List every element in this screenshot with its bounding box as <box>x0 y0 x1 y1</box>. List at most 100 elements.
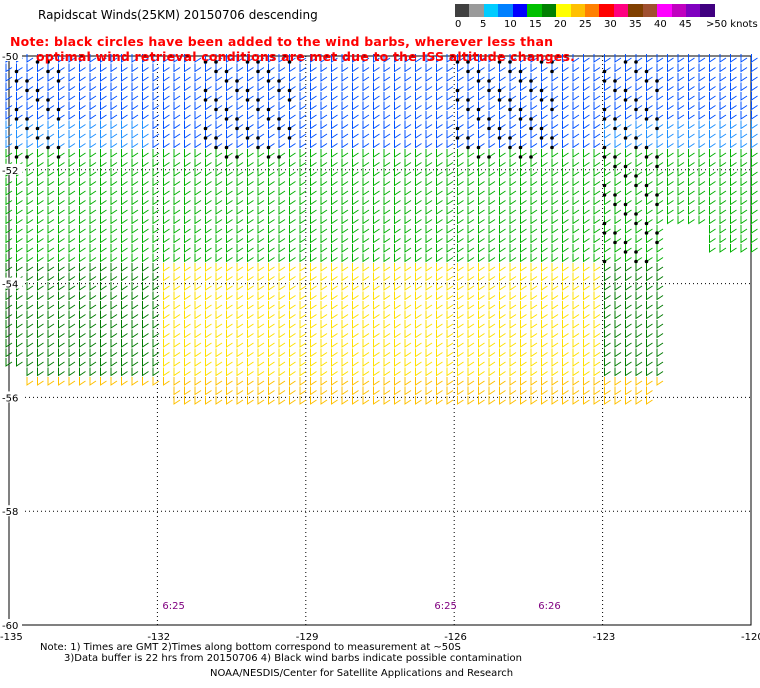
wind-barb <box>529 120 538 131</box>
wind-barb <box>26 301 34 310</box>
contamination-dot <box>539 136 544 140</box>
contamination-dot <box>35 88 40 93</box>
wind-barb <box>509 263 517 272</box>
wind-barb <box>163 244 170 253</box>
wind-barb <box>236 168 244 177</box>
contamination-dot <box>245 136 250 140</box>
wind-barb <box>509 348 517 358</box>
wind-barb <box>173 386 181 396</box>
wind-barb <box>476 73 485 83</box>
wind-barb <box>257 339 265 348</box>
wind-barb <box>614 168 622 177</box>
wind-barb <box>520 263 527 272</box>
wind-barb <box>152 301 160 310</box>
wind-barb <box>562 272 569 282</box>
wind-barb <box>341 310 349 320</box>
wind-barb <box>257 120 265 130</box>
wind-barb <box>37 301 44 310</box>
wind-barb <box>602 225 611 235</box>
wind-barb <box>194 358 202 367</box>
wind-barb <box>289 63 296 73</box>
wind-barb <box>499 253 506 263</box>
wind-barb <box>26 244 34 253</box>
wind-barb <box>257 244 265 253</box>
wind-barb <box>256 130 265 140</box>
wind-barb <box>257 301 265 310</box>
wind-barb <box>572 82 580 92</box>
wind-barb <box>656 54 664 63</box>
wind-barb <box>634 130 643 140</box>
wind-barb <box>709 225 716 234</box>
wind-barb <box>740 73 748 82</box>
wind-barb <box>520 158 527 168</box>
wind-barb <box>751 139 758 149</box>
wind-barb <box>142 320 149 329</box>
wind-barb <box>593 177 601 187</box>
wind-barb <box>646 339 653 348</box>
wind-barb <box>310 320 317 329</box>
wind-barb <box>488 206 496 215</box>
wind-barb <box>16 310 23 320</box>
wind-barb <box>226 291 233 301</box>
wind-barb <box>299 120 307 130</box>
wind-barb <box>56 111 65 121</box>
footnote-line2: 3)Data buffer is 22 hrs from 20150706 4)… <box>64 653 522 664</box>
wind-barb <box>142 367 149 377</box>
wind-barb <box>173 329 181 339</box>
contamination-dot <box>602 107 607 112</box>
wind-barb <box>37 63 44 73</box>
wind-barb <box>110 282 118 291</box>
wind-barb <box>331 149 338 158</box>
wind-barb <box>520 358 527 367</box>
contamination-dot <box>644 231 649 235</box>
wind-barb <box>509 329 517 339</box>
wind-barb <box>37 253 44 263</box>
wind-barb <box>203 120 212 131</box>
wind-barb <box>404 82 412 92</box>
wind-barb <box>110 111 118 120</box>
wind-barb <box>415 301 422 310</box>
wind-barb <box>362 63 370 73</box>
wind-barb <box>58 225 65 234</box>
wind-barb <box>646 291 653 301</box>
wind-barb <box>278 301 286 310</box>
wind-barb <box>131 263 139 272</box>
wind-barb <box>79 367 86 377</box>
wind-barb <box>572 139 580 149</box>
wind-barb <box>488 63 496 73</box>
wind-barb <box>203 82 212 93</box>
wind-barb <box>520 225 527 234</box>
wind-barb <box>709 158 716 168</box>
wind-barb <box>58 263 65 272</box>
wind-barb <box>26 54 34 63</box>
wind-barb <box>415 92 422 101</box>
wind-barb <box>278 244 286 253</box>
contamination-dot <box>487 88 491 93</box>
wind-barb <box>68 272 76 282</box>
wind-barb <box>730 73 737 82</box>
wind-barb <box>583 358 590 367</box>
wind-barb <box>688 149 695 158</box>
wind-barb <box>614 263 622 272</box>
wind-barb <box>667 158 674 168</box>
wind-barb <box>341 244 349 253</box>
wind-barb <box>572 234 580 244</box>
wind-barb <box>751 82 758 92</box>
wind-barb <box>47 320 55 329</box>
wind-barb <box>26 282 34 291</box>
contamination-dot <box>235 79 239 83</box>
wind-barb <box>184 196 191 206</box>
wind-barb <box>320 386 328 396</box>
wind-barb <box>110 54 118 63</box>
contamination-dot <box>644 155 649 159</box>
contamination-dot <box>613 164 617 169</box>
wind-barb <box>562 244 569 253</box>
wind-barb <box>509 358 517 367</box>
wind-barb <box>68 367 76 377</box>
wind-barb <box>394 120 401 130</box>
wind-barb <box>415 320 422 329</box>
wind-barb <box>383 367 391 377</box>
wind-barb <box>257 329 265 339</box>
wind-barb <box>100 168 107 177</box>
contamination-dot <box>550 145 554 150</box>
